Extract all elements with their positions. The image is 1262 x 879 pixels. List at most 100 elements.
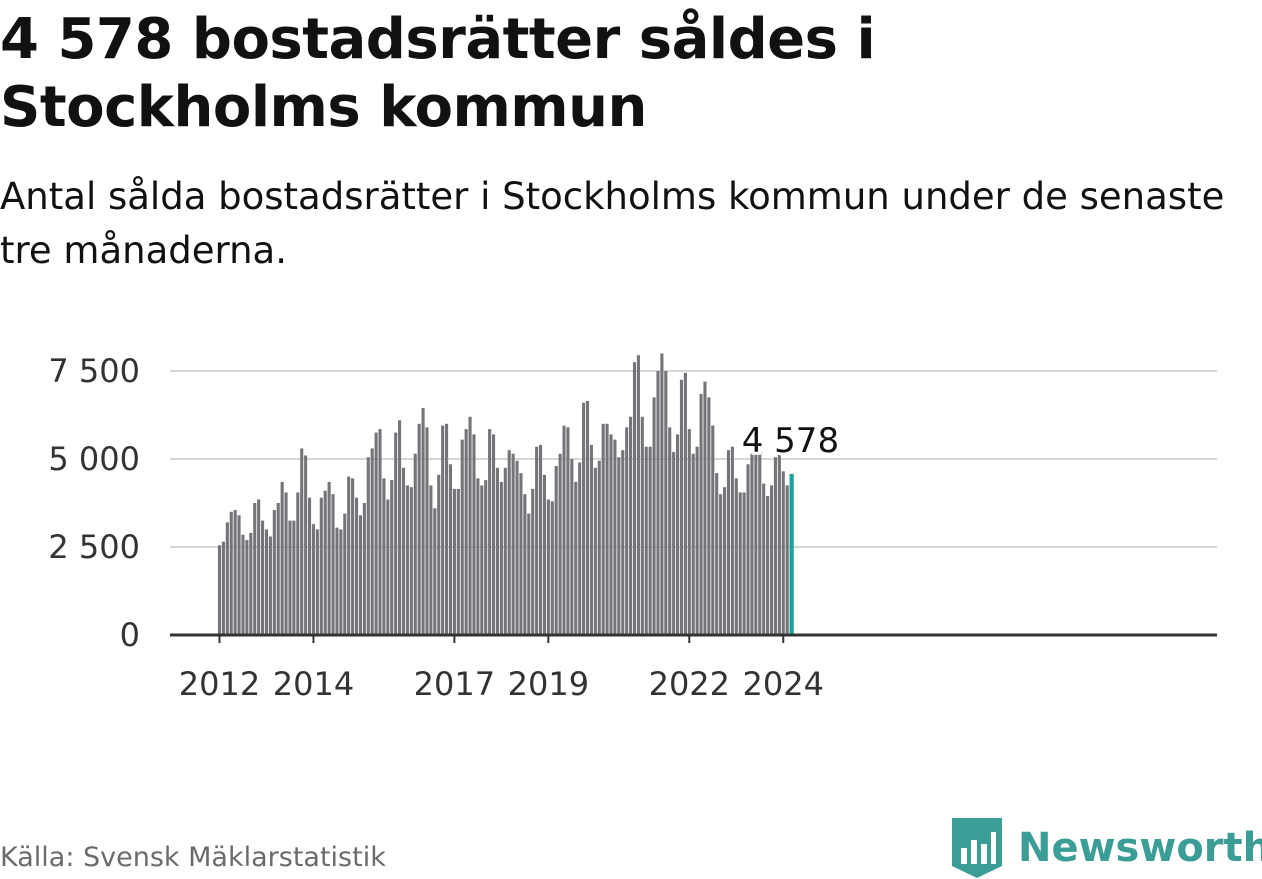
bar — [456, 488, 460, 635]
bar — [507, 450, 511, 635]
bar — [746, 464, 750, 635]
bar — [762, 483, 766, 635]
bar — [632, 362, 637, 635]
bar — [719, 494, 723, 635]
bar — [676, 434, 680, 635]
bar — [574, 481, 578, 635]
bar — [261, 520, 265, 635]
bar — [660, 353, 664, 635]
brand-logo: Newsworthy — [952, 818, 1262, 878]
bar — [390, 480, 394, 635]
bar — [766, 495, 770, 635]
bar — [339, 529, 343, 635]
bar — [578, 462, 582, 635]
bar — [644, 446, 648, 635]
bar — [492, 434, 496, 635]
bar — [515, 460, 519, 635]
bar — [730, 446, 734, 635]
labels: 0 2 500 5 000 7 500 2012 2014 2017 2019 2022 2024… — [48, 352, 842, 703]
bar — [558, 453, 562, 635]
bar — [636, 355, 640, 635]
bar — [468, 416, 472, 635]
bar — [715, 473, 719, 635]
bar — [511, 453, 515, 635]
newsworthy-logo-icon — [952, 818, 1002, 878]
bar — [331, 494, 335, 635]
bar — [664, 371, 668, 635]
bar — [523, 494, 527, 635]
bar — [527, 513, 531, 635]
bar — [358, 515, 362, 635]
bar — [691, 453, 695, 635]
bar — [437, 474, 441, 635]
bar — [519, 473, 523, 635]
bar — [640, 416, 644, 635]
bar — [382, 478, 386, 635]
bar — [656, 371, 660, 635]
bar — [652, 397, 656, 635]
bar — [726, 450, 730, 635]
bar — [264, 529, 269, 635]
y-tick-label: 2 500 — [48, 528, 140, 566]
x-tick-label: 2019 — [508, 665, 589, 703]
bar — [421, 407, 425, 635]
brand-name: Newsworthy — [1018, 825, 1262, 871]
bar — [351, 478, 355, 635]
bar — [300, 448, 304, 635]
bar — [394, 432, 398, 635]
bar — [276, 503, 280, 635]
bar — [488, 429, 492, 635]
bar — [695, 446, 699, 635]
bar — [668, 427, 672, 635]
bar — [445, 423, 449, 635]
bar — [323, 490, 327, 635]
bar — [625, 427, 629, 635]
bar — [535, 446, 539, 635]
bar — [319, 497, 323, 635]
bar — [398, 420, 402, 635]
bar — [378, 429, 382, 635]
bar — [217, 545, 222, 635]
bar — [335, 527, 339, 635]
highlight-bar — [789, 473, 794, 635]
bar — [687, 429, 691, 635]
bar — [429, 485, 433, 635]
bar — [374, 432, 378, 635]
bar — [441, 425, 445, 635]
bar — [425, 427, 429, 635]
bar — [703, 381, 707, 635]
bar — [460, 439, 464, 635]
bar — [480, 485, 484, 635]
bar — [648, 446, 652, 635]
y-tick-label: 5 000 — [48, 440, 140, 478]
bar-chart: 0 2 500 5 000 7 500 2012 2014 2017 2019 2022 2024… — [48, 352, 1217, 703]
bar — [229, 511, 233, 635]
bar — [597, 460, 601, 635]
bar — [582, 402, 586, 635]
bar — [253, 503, 257, 635]
bar — [554, 466, 558, 635]
bar — [503, 467, 507, 635]
bar — [758, 451, 762, 635]
bar — [777, 451, 781, 635]
bar — [566, 427, 570, 635]
bar — [315, 529, 319, 635]
bar — [754, 443, 758, 635]
bar — [409, 487, 413, 635]
bar — [304, 455, 308, 635]
bar — [472, 434, 476, 635]
bar — [546, 499, 550, 635]
bar — [617, 457, 621, 635]
bar — [621, 450, 625, 635]
x-tick-label: 2022 — [649, 665, 730, 703]
bar — [769, 485, 774, 635]
chart-title: 4 578 bostadsrätter såldes i Stockholms … — [0, 7, 876, 140]
bar — [401, 467, 406, 635]
y-tick-label: 0 — [120, 616, 140, 654]
bar — [241, 534, 245, 635]
bar — [734, 478, 738, 635]
bar — [538, 444, 543, 635]
bar — [272, 510, 276, 635]
bar — [288, 520, 292, 635]
bar — [550, 501, 554, 635]
